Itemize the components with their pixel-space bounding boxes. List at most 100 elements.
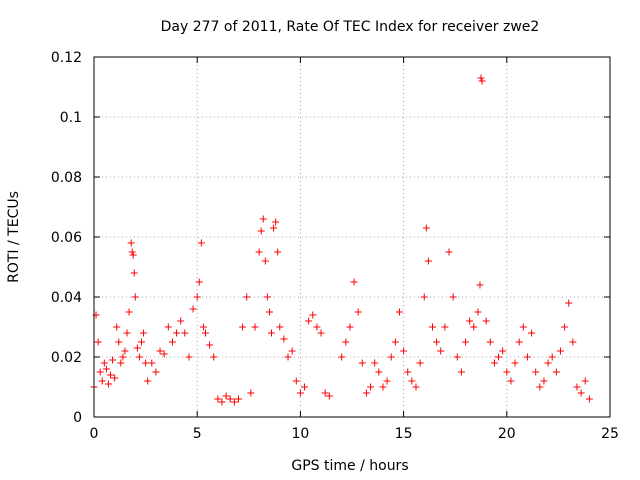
data-point bbox=[164, 323, 172, 331]
data-point bbox=[274, 248, 282, 256]
data-point bbox=[424, 257, 432, 265]
data-point bbox=[544, 359, 552, 367]
y-tick-label: 0.02 bbox=[51, 350, 82, 366]
data-point bbox=[400, 347, 408, 355]
data-point bbox=[404, 368, 412, 376]
data-point bbox=[201, 329, 209, 337]
y-tick-label: 0.06 bbox=[51, 230, 82, 246]
data-point bbox=[292, 377, 300, 385]
data-point bbox=[263, 293, 271, 301]
data-point bbox=[462, 338, 470, 346]
data-point bbox=[565, 299, 573, 307]
data-point bbox=[152, 368, 160, 376]
data-point bbox=[255, 248, 263, 256]
data-point bbox=[160, 350, 168, 358]
data-point bbox=[280, 335, 288, 343]
data-point bbox=[515, 338, 523, 346]
data-point bbox=[102, 365, 110, 373]
data-point bbox=[247, 389, 255, 397]
data-point bbox=[96, 368, 104, 376]
data-point bbox=[577, 389, 585, 397]
data-point bbox=[474, 308, 482, 316]
data-point bbox=[422, 224, 430, 232]
x-tick-label: 0 bbox=[90, 426, 99, 442]
data-point bbox=[115, 338, 123, 346]
data-point bbox=[109, 356, 117, 364]
data-point bbox=[428, 323, 436, 331]
y-axis-label: ROTI / TECUs bbox=[6, 191, 22, 283]
grid-lines bbox=[94, 57, 610, 417]
data-point bbox=[181, 329, 189, 337]
data-point bbox=[296, 389, 304, 397]
data-point bbox=[168, 338, 176, 346]
data-point bbox=[268, 329, 276, 337]
data-point bbox=[528, 329, 536, 337]
data-point bbox=[130, 269, 138, 277]
data-point bbox=[561, 323, 569, 331]
data-point bbox=[94, 338, 102, 346]
data-point bbox=[177, 317, 185, 325]
data-point bbox=[265, 308, 273, 316]
y-tick-label: 0.1 bbox=[60, 110, 82, 126]
data-point bbox=[395, 308, 403, 316]
data-point bbox=[113, 323, 121, 331]
data-point bbox=[137, 338, 145, 346]
data-point bbox=[189, 305, 197, 313]
data-point bbox=[230, 398, 238, 406]
data-point bbox=[532, 368, 540, 376]
data-point bbox=[387, 353, 395, 361]
data-point bbox=[478, 77, 486, 85]
data-point bbox=[367, 383, 375, 391]
data-point bbox=[243, 293, 251, 301]
data-point bbox=[408, 377, 416, 385]
data-point bbox=[556, 347, 564, 355]
data-point bbox=[259, 215, 267, 223]
data-point bbox=[148, 359, 156, 367]
data-point bbox=[354, 308, 362, 316]
x-axis-label: GPS time / hours bbox=[291, 458, 408, 474]
data-point bbox=[350, 278, 358, 286]
data-point bbox=[199, 323, 207, 331]
data-point bbox=[457, 368, 465, 376]
data-point bbox=[210, 353, 218, 361]
data-point bbox=[391, 338, 399, 346]
x-tick-label: 15 bbox=[395, 426, 413, 442]
data-point bbox=[313, 323, 321, 331]
data-point bbox=[573, 383, 581, 391]
axis-ticks: 0 5 10 15 20 25 0 0.02 0.04 0.06 0.08 0.1 0.12 bbox=[51, 50, 619, 442]
data-point bbox=[272, 218, 280, 226]
data-point bbox=[486, 338, 494, 346]
data-point bbox=[309, 311, 317, 319]
data-point bbox=[321, 389, 329, 397]
data-point bbox=[441, 323, 449, 331]
data-point bbox=[477, 74, 485, 82]
data-point bbox=[128, 248, 136, 256]
data-point bbox=[453, 353, 461, 361]
data-point bbox=[449, 293, 457, 301]
data-point bbox=[495, 353, 503, 361]
data-point bbox=[358, 359, 366, 367]
x-tick-label: 5 bbox=[193, 426, 202, 442]
data-point bbox=[129, 251, 137, 259]
data-point bbox=[144, 377, 152, 385]
data-point bbox=[284, 353, 292, 361]
data-point bbox=[173, 329, 181, 337]
data-point bbox=[119, 353, 127, 361]
data-point bbox=[193, 293, 201, 301]
plot-frame bbox=[93, 56, 611, 418]
data-point bbox=[325, 392, 333, 400]
data-point bbox=[214, 395, 222, 403]
data-point bbox=[185, 353, 193, 361]
x-tick-label: 20 bbox=[498, 426, 516, 442]
data-point bbox=[111, 374, 119, 382]
data-point bbox=[416, 359, 424, 367]
data-point bbox=[301, 383, 309, 391]
x-tick-label: 10 bbox=[291, 426, 309, 442]
data-point bbox=[540, 377, 548, 385]
data-point bbox=[270, 224, 278, 232]
data-point bbox=[140, 329, 148, 337]
data-point bbox=[490, 359, 498, 367]
data-point bbox=[222, 392, 230, 400]
data-point bbox=[239, 323, 247, 331]
